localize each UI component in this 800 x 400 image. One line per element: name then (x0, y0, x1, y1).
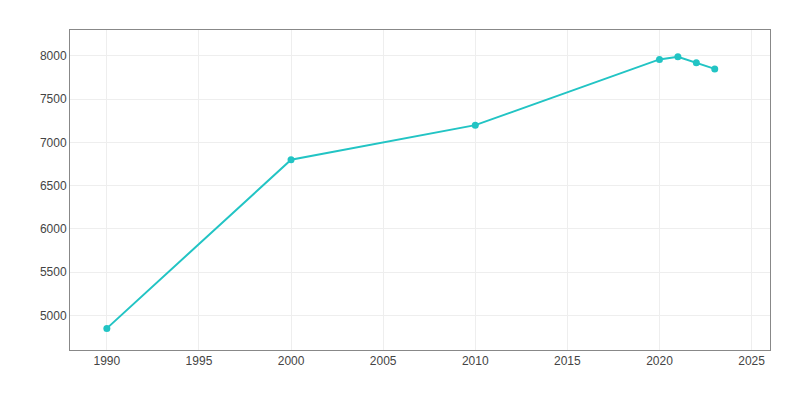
svg-text:6000: 6000 (40, 222, 67, 236)
svg-text:6500: 6500 (40, 179, 67, 193)
svg-text:2020: 2020 (646, 354, 673, 368)
svg-text:7000: 7000 (40, 136, 67, 150)
svg-text:2005: 2005 (370, 354, 397, 368)
svg-text:2000: 2000 (278, 354, 305, 368)
svg-text:7500: 7500 (40, 92, 67, 106)
svg-text:2015: 2015 (554, 354, 581, 368)
svg-text:2025: 2025 (738, 354, 765, 368)
svg-text:5000: 5000 (40, 309, 67, 323)
svg-text:2010: 2010 (462, 354, 489, 368)
svg-text:8000: 8000 (40, 49, 67, 63)
svg-text:5500: 5500 (40, 265, 67, 279)
svg-text:1995: 1995 (186, 354, 213, 368)
svg-text:1990: 1990 (93, 354, 120, 368)
